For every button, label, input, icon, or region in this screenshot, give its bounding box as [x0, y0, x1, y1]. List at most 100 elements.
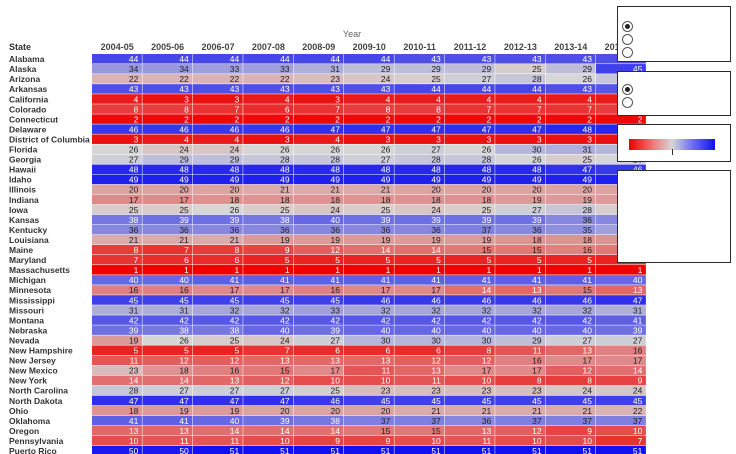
heatmap-cell — [545, 445, 596, 454]
heatmap-cell — [293, 174, 344, 185]
heatmap-cell — [243, 54, 294, 64]
heatmap-cell — [92, 365, 142, 376]
cell-value: 18 — [431, 195, 441, 205]
heatmap-cell — [243, 114, 294, 124]
heatmap-cell — [293, 244, 344, 255]
cell-value: 2 — [285, 114, 290, 124]
heatmap-cell — [293, 405, 344, 416]
heatmap-cell — [495, 375, 546, 386]
radio-option-2[interactable] — [622, 34, 633, 45]
cell-value: 6 — [335, 346, 340, 356]
radio-option-5[interactable] — [622, 97, 633, 108]
cell-value: 2 — [537, 114, 542, 124]
heatmap-cell — [293, 74, 344, 84]
cell-value: 51 — [633, 446, 643, 454]
heatmap-cell — [243, 194, 294, 205]
heatmap-cell — [545, 104, 596, 114]
cell-value: 1 — [335, 265, 340, 275]
heatmap-cell — [495, 194, 546, 205]
radio-option-3[interactable] — [622, 47, 633, 58]
heatmap-cell — [495, 174, 546, 185]
cell-value: 48 — [230, 165, 240, 175]
heatmap-cell — [344, 415, 394, 426]
heatmap-cell — [444, 144, 495, 154]
heatmap-cell — [545, 435, 596, 446]
cell-value: 39 — [129, 325, 139, 335]
cell-value: 47 — [532, 124, 542, 134]
cell-value: 19 — [129, 335, 139, 345]
cell-value: 2 — [436, 114, 441, 124]
heatmap-cell — [344, 305, 394, 315]
cell-value: 43 — [179, 84, 189, 94]
heatmap-cell — [192, 124, 243, 134]
cell-value: 20 — [129, 185, 139, 195]
heatmap-cell — [344, 104, 394, 114]
color-ramp — [629, 139, 715, 150]
cell-value: 8 — [386, 104, 391, 114]
cell-value: 46 — [431, 295, 441, 305]
heatmap-cell — [142, 345, 193, 355]
heatmap-cell — [545, 385, 596, 396]
cell-value: 1 — [134, 265, 139, 275]
heatmap-cell — [545, 415, 596, 426]
cell-value: 18 — [129, 406, 139, 416]
row-label: Iowa — [9, 205, 28, 215]
cell-value: 33 — [230, 64, 240, 74]
column-header: 2005-06 — [151, 42, 184, 52]
heatmap-cell — [243, 104, 294, 114]
cell-value: 43 — [331, 84, 341, 94]
cell-value: 8 — [234, 245, 239, 255]
cell-value: 24 — [230, 145, 240, 155]
heatmap-cell — [243, 84, 294, 94]
heatmap-cell — [293, 335, 344, 345]
heatmap-cell — [596, 415, 646, 426]
cell-value: 3 — [587, 134, 592, 144]
cell-value: 41 — [381, 275, 391, 285]
cell-value: 42 — [431, 315, 441, 325]
cell-value: 48 — [129, 165, 139, 175]
radio-option-1[interactable] — [622, 21, 633, 32]
heatmap-cell — [293, 94, 344, 104]
heatmap-cell — [142, 184, 193, 195]
cell-value: 21 — [331, 185, 341, 195]
row-label: Mississippi — [9, 295, 55, 305]
cell-value: 14 — [230, 426, 240, 436]
cell-value: 20 — [431, 185, 441, 195]
cell-value: 40 — [633, 275, 643, 285]
row-labels: AlabamaAlaskaArizonaArkansasCaliforniaCo… — [9, 54, 90, 454]
heatmap-cell — [92, 224, 142, 235]
heatmap-cell — [92, 114, 142, 124]
heatmap-cell — [545, 285, 596, 295]
radio-option-4[interactable] — [622, 84, 633, 95]
row-label: New York — [9, 376, 47, 386]
cell-value: 3 — [184, 94, 189, 104]
cell-value: 37 — [633, 416, 643, 426]
cell-value: 25 — [431, 74, 441, 84]
cell-value: 24 — [431, 205, 441, 215]
heatmap-cell — [293, 114, 344, 124]
heatmap-cell — [142, 265, 193, 275]
cell-value: 16 — [331, 285, 341, 295]
cell-value: 21 — [431, 406, 441, 416]
cell-value: 44 — [431, 84, 441, 94]
cell-value: 45 — [331, 295, 341, 305]
heatmap-cell — [243, 295, 294, 305]
row-axis-title: State — [9, 42, 31, 52]
heatmap-cell — [596, 164, 646, 175]
heatmap-cell — [192, 275, 243, 285]
heatmap-cell — [243, 365, 294, 376]
heatmap-cell — [444, 224, 495, 235]
heatmap-cell — [243, 315, 294, 325]
heatmap-cell — [293, 124, 344, 134]
heatmap-cell — [495, 84, 546, 94]
cell-value: 11 — [382, 366, 391, 376]
heatmap-cell — [394, 124, 445, 134]
heatmap-cell — [293, 435, 344, 446]
heatmap-cell — [293, 285, 344, 295]
heatmap-cell — [293, 144, 344, 154]
cell-value: 21 — [280, 185, 290, 195]
heatmap-cell — [192, 295, 243, 305]
cell-value: 8 — [436, 104, 441, 114]
cell-value: 17 — [230, 285, 240, 295]
cell-value: 25 — [129, 205, 139, 215]
